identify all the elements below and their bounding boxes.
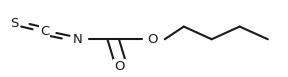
Text: C: C [40, 25, 49, 38]
Text: O: O [147, 33, 158, 46]
Text: S: S [10, 17, 18, 30]
Text: O: O [114, 60, 125, 73]
Text: N: N [72, 33, 82, 46]
